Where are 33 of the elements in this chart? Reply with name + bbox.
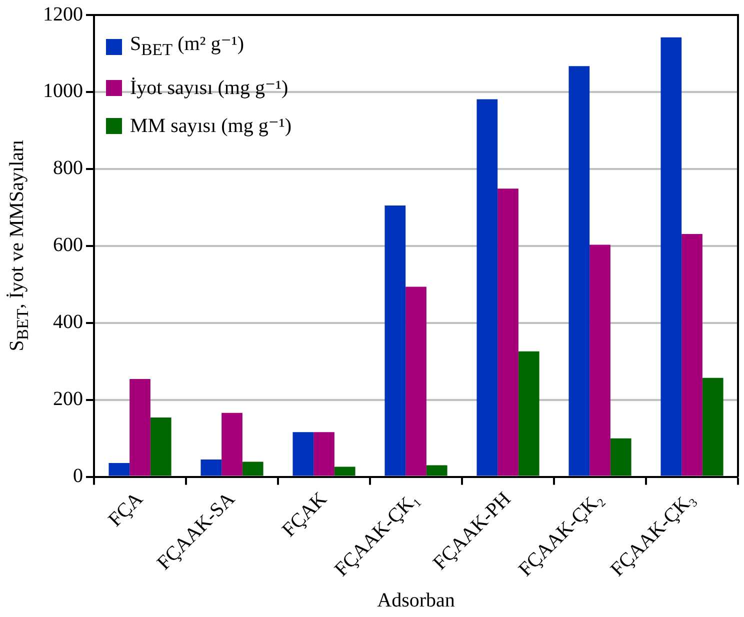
bar — [476, 99, 498, 476]
bar — [568, 66, 590, 476]
y-tick-label: 200 — [53, 388, 83, 410]
bar — [108, 462, 130, 476]
bar — [130, 379, 150, 476]
bar — [292, 432, 314, 476]
bar — [518, 351, 540, 476]
bar — [426, 465, 448, 476]
legend-label: S$_{BET}$ (m² g⁻¹) — [130, 32, 244, 61]
bar — [314, 432, 334, 476]
legend-label: İyot sayısı (mg g⁻¹) — [130, 76, 288, 101]
bar — [200, 459, 222, 476]
y-tick-label: 400 — [53, 311, 83, 334]
bar — [610, 438, 632, 476]
bar — [406, 286, 426, 476]
x-tick-label: FÇA — [104, 488, 148, 532]
bar — [498, 188, 518, 476]
y-tick-label: 600 — [53, 234, 83, 256]
bar — [660, 37, 682, 476]
y-tick-label: 1200 — [43, 3, 83, 26]
y-tick-label: 800 — [53, 157, 83, 180]
bar — [242, 462, 264, 476]
bar — [590, 244, 610, 476]
bar — [682, 234, 702, 476]
legend-label: MM sayısı (mg g⁻¹) — [130, 114, 292, 139]
bar — [222, 412, 242, 476]
bar — [702, 378, 724, 476]
y-tick-label: 1000 — [43, 80, 83, 102]
y-tick-label: 0 — [73, 465, 83, 488]
x-axis-title: Adsorban — [377, 589, 455, 612]
bar — [150, 418, 172, 476]
bar — [384, 205, 406, 476]
bar — [334, 466, 356, 476]
